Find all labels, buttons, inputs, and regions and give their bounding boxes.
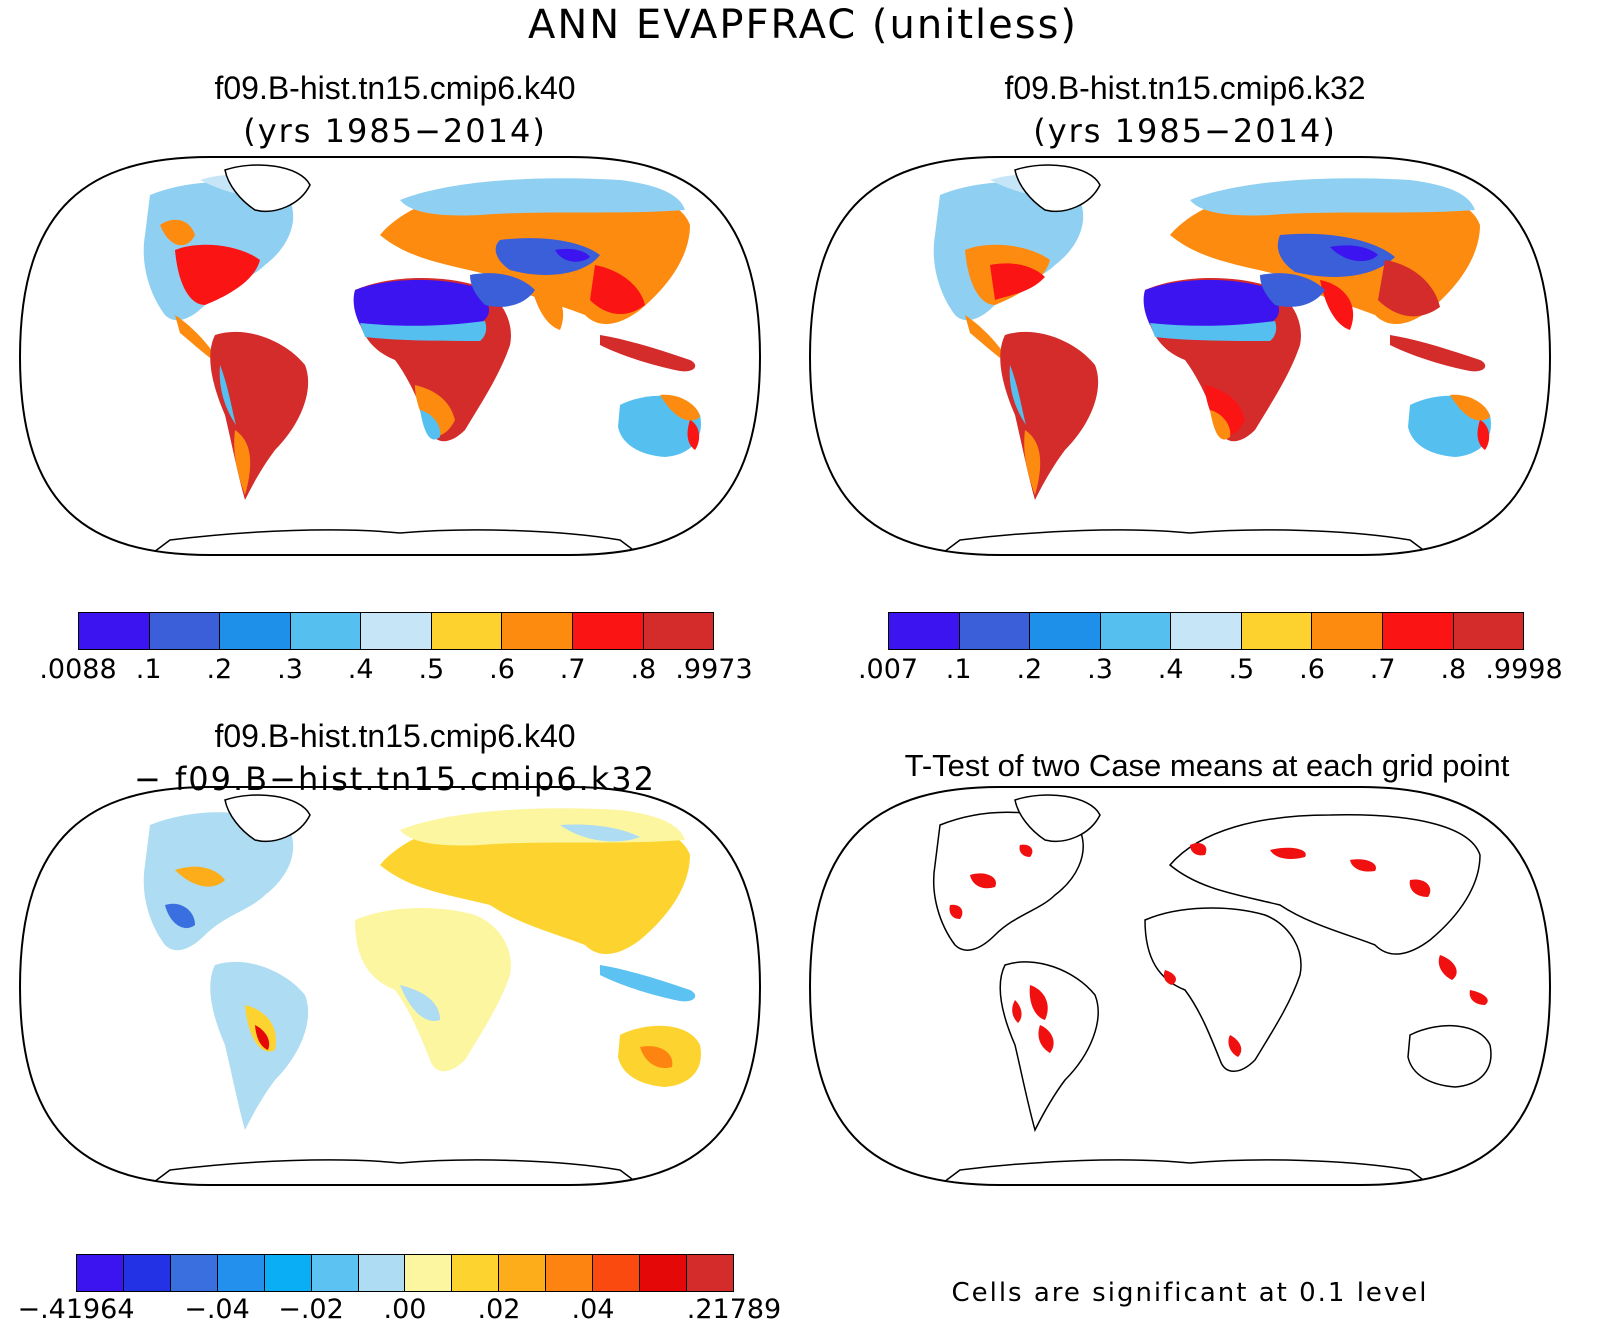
colorbar-tick-label: .4 (347, 654, 374, 685)
colorbar-swatch (452, 1255, 500, 1291)
colorbar-tick-label: .1 (945, 654, 972, 685)
colorbar-bl (76, 1254, 734, 1292)
colorbar-swatch (123, 1255, 171, 1291)
colorbar-swatch (220, 613, 291, 649)
colorbar-swatch (1171, 613, 1242, 649)
colorbar-swatch (1382, 613, 1454, 649)
significance-note: Cells are significant at 0.1 level (951, 1278, 1429, 1308)
colorbar-swatch (405, 1255, 453, 1291)
panel-tr-case-title: f09.B-hist.tn15.cmip6.k32 (1004, 70, 1366, 106)
colorbar-swatch (77, 1255, 124, 1291)
colorbar-tick-label: .7 (559, 654, 586, 685)
colorbar-swatch (1100, 613, 1172, 649)
colorbar-tick-label: −.41964 (17, 1294, 135, 1325)
colorbar-swatch (170, 1255, 218, 1291)
colorbar-tick-label: .9998 (1485, 654, 1563, 685)
colorbar-swatch (499, 1255, 547, 1291)
figure-title: ANN EVAPFRAC (unitless) (527, 2, 1079, 48)
colorbar-tick-label: .2 (1016, 654, 1043, 685)
colorbar-swatch (1453, 613, 1524, 649)
colorbar-swatch (79, 613, 150, 649)
colorbar-swatch (290, 613, 362, 649)
colorbar-tick-label: .21789 (686, 1294, 782, 1325)
map-evapfrac-k32 (808, 156, 1552, 556)
colorbar-tick-label: −.02 (278, 1294, 344, 1325)
colorbar-swatch (311, 1255, 359, 1291)
colorbar-swatch (546, 1255, 594, 1291)
colorbar-swatch (1312, 613, 1383, 649)
colorbar-tl (78, 612, 714, 650)
colorbar-tick-label: .8 (630, 654, 657, 685)
colorbar-tick-label: .5 (1228, 654, 1255, 685)
map-ttest-significance (808, 786, 1552, 1186)
colorbar-tick-label: .9973 (675, 654, 753, 685)
colorbar-swatch (640, 1255, 687, 1291)
colorbar-swatch (264, 1255, 312, 1291)
colorbar-tick-label: .2 (206, 654, 233, 685)
panel-bl-case-title: f09.B-hist.tn15.cmip6.k40 (214, 718, 576, 754)
colorbar-tick-label: .02 (477, 1294, 521, 1325)
colorbar-tick-label: .0088 (39, 654, 117, 685)
colorbar-tr (888, 612, 1524, 650)
colorbar-tick-label: .7 (1369, 654, 1396, 685)
map-evapfrac-difference (18, 786, 762, 1186)
colorbar-tick-label: .8 (1440, 654, 1467, 685)
colorbar-swatch (502, 613, 573, 649)
panel-tl-case-title: f09.B-hist.tn15.cmip6.k40 (214, 70, 576, 106)
significant-cells (949, 843, 1488, 1057)
colorbar-swatch (1030, 613, 1101, 649)
colorbar-tick-label: −.04 (184, 1294, 250, 1325)
panel-tr-years: (yrs 1985−2014) (1033, 112, 1337, 150)
colorbar-tick-label: .1 (135, 654, 162, 685)
panel-tl-years: (yrs 1985−2014) (243, 112, 547, 150)
colorbar-swatch (889, 613, 960, 649)
colorbar-tick-label: .3 (1087, 654, 1113, 685)
colorbar-bl-labels: −.41964 −.04 −.02 .00 .02 .04 .21789 (17, 1294, 781, 1328)
colorbar-swatch (358, 1255, 406, 1291)
colorbar-tick-label: .6 (1299, 654, 1325, 685)
colorbar-tick-label: .007 (857, 654, 919, 685)
colorbar-swatch (643, 613, 714, 649)
panel-bl-minus-case: − f09.B−hist.tn15.cmip6.k32 (134, 760, 656, 798)
map-evapfrac-k40 (18, 156, 762, 556)
colorbar-tick-label: .3 (277, 654, 303, 685)
colorbar-tick-label: .04 (571, 1294, 615, 1325)
colorbar-tick-label: .6 (489, 654, 515, 685)
colorbar-swatch (959, 613, 1031, 649)
colorbar-tick-label: .00 (383, 1294, 427, 1325)
colorbar-tr-labels: .007 .1 .2 .3 .4 .5 .6 .7 .8 .9998 (858, 654, 1563, 688)
colorbar-swatch (1241, 613, 1313, 649)
colorbar-swatch (593, 1255, 641, 1291)
colorbar-swatch (149, 613, 221, 649)
panel-br-title: T-Test of two Case means at each grid po… (904, 748, 1510, 783)
colorbar-tl-labels: .0088 .1 .2 .3 .4 .5 .6 .7 .8 .9973 (39, 654, 752, 688)
colorbar-swatch (217, 1255, 265, 1291)
colorbar-swatch (572, 613, 644, 649)
colorbar-swatch (361, 613, 432, 649)
colorbar-tick-label: .5 (418, 654, 445, 685)
colorbar-swatch (431, 613, 503, 649)
colorbar-tick-label: .4 (1157, 654, 1184, 685)
colorbar-swatch (686, 1255, 733, 1291)
